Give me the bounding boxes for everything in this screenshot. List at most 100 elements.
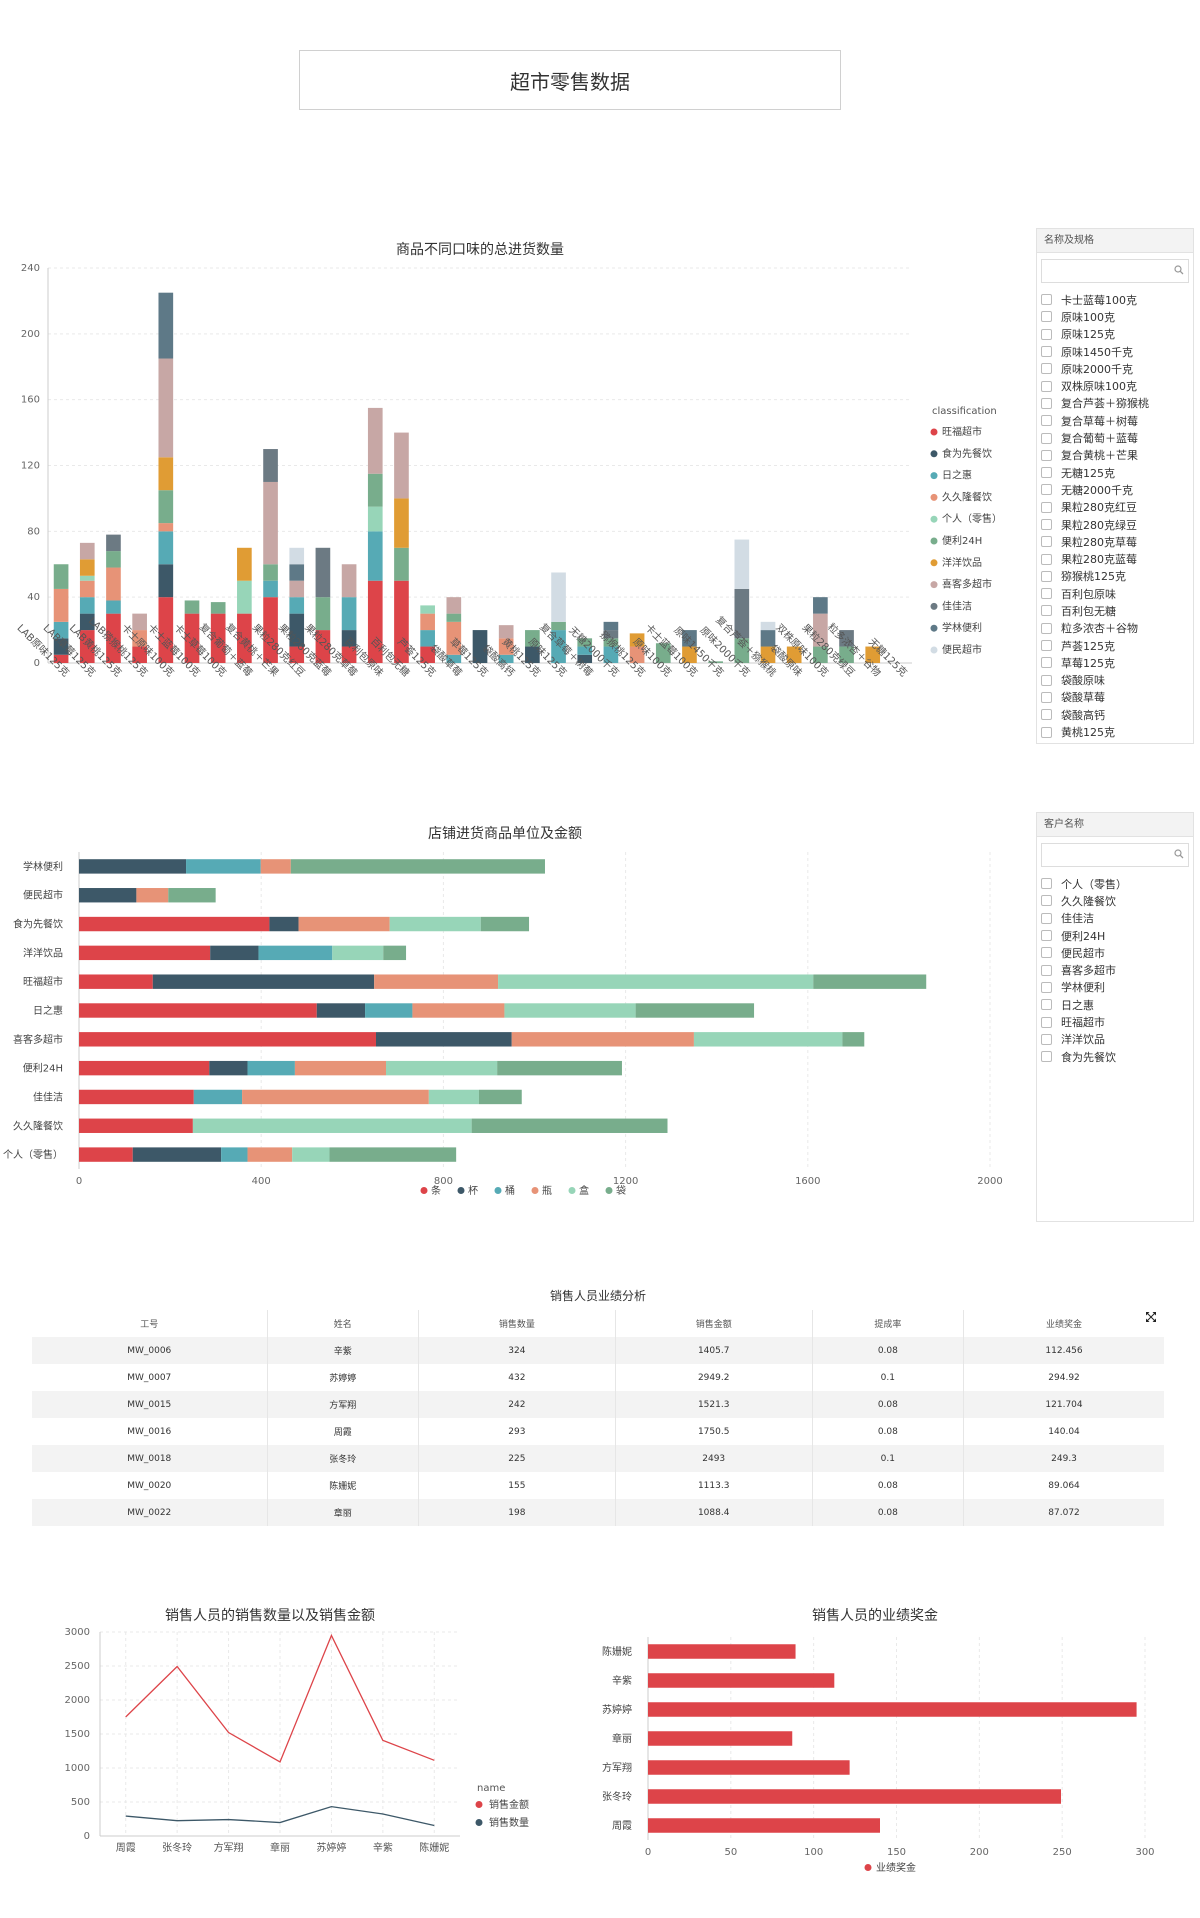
- checkbox[interactable]: [1041, 1033, 1052, 1045]
- customer-search-input[interactable]: [1042, 845, 1188, 868]
- table-cell: 112.456: [1045, 1345, 1083, 1356]
- filter-option[interactable]: 双株原味100克: [1037, 377, 1193, 394]
- checkbox[interactable]: [1041, 536, 1052, 548]
- checkbox[interactable]: [1041, 912, 1052, 924]
- bar-segment: [635, 1003, 755, 1018]
- filter-option[interactable]: 原味100克: [1037, 308, 1193, 325]
- checkbox[interactable]: [1041, 999, 1052, 1011]
- column-header[interactable]: 销售金额: [615, 1310, 813, 1337]
- filter-option[interactable]: 草莓125克: [1037, 654, 1193, 671]
- checkbox[interactable]: [1041, 311, 1052, 323]
- checkbox[interactable]: [1041, 930, 1052, 942]
- bar-segment: [289, 646, 305, 663]
- filter-option[interactable]: 袋酸高钙: [1037, 706, 1193, 723]
- filter-option[interactable]: 果粒280克绿豆: [1037, 516, 1193, 533]
- legend-marker: [930, 515, 938, 523]
- filter-option[interactable]: 学林便利: [1037, 979, 1193, 996]
- filter-option[interactable]: 旺福超市: [1037, 1013, 1193, 1030]
- checkbox[interactable]: [1041, 964, 1052, 976]
- table-cell: 陈姗妮: [267, 1472, 419, 1499]
- filter-option[interactable]: 猕猴桃125克: [1037, 568, 1193, 585]
- filter-option[interactable]: 无糖2000千克: [1037, 481, 1193, 498]
- column-header[interactable]: 提成率: [812, 1310, 965, 1337]
- checkbox[interactable]: [1041, 947, 1052, 959]
- filter-option[interactable]: 粒多浓杏＋谷物: [1037, 620, 1193, 637]
- checkbox[interactable]: [1041, 467, 1052, 479]
- filter-option[interactable]: 果粒280克草莓: [1037, 533, 1193, 550]
- search-icon[interactable]: [1174, 265, 1184, 275]
- checkbox[interactable]: [1041, 449, 1052, 461]
- filter-option[interactable]: 黄桃125克: [1037, 723, 1193, 740]
- column-header[interactable]: 工号: [32, 1310, 268, 1337]
- filter-option[interactable]: 复合草莓＋树莓: [1037, 412, 1193, 429]
- filter-option[interactable]: 百利包原味: [1037, 585, 1193, 602]
- checkbox[interactable]: [1041, 346, 1052, 358]
- filter-option[interactable]: 原味2000千克: [1037, 360, 1193, 377]
- filter-option[interactable]: 复合芦荟＋猕猴桃: [1037, 395, 1193, 412]
- bar-segment: [577, 638, 593, 647]
- checkbox[interactable]: [1041, 622, 1052, 634]
- checkbox[interactable]: [1041, 1016, 1052, 1028]
- filter-option[interactable]: 佳佳洁: [1037, 910, 1193, 927]
- column-header[interactable]: 销售数量: [418, 1310, 616, 1337]
- filter-option[interactable]: 食为先餐饮: [1037, 1048, 1193, 1065]
- filter-option[interactable]: 原味1450千克: [1037, 343, 1193, 360]
- filter-option[interactable]: 喜客多超市: [1037, 961, 1193, 978]
- filter-option[interactable]: 袋酸草莓: [1037, 689, 1193, 706]
- filter-option[interactable]: 久久隆餐饮: [1037, 892, 1193, 909]
- checkbox[interactable]: [1041, 981, 1052, 993]
- filter-option[interactable]: 个人（零售）: [1037, 875, 1193, 892]
- filter-option[interactable]: 原味125克: [1037, 326, 1193, 343]
- checkbox[interactable]: [1041, 553, 1052, 565]
- filter-option[interactable]: 百利包无糖: [1037, 602, 1193, 619]
- filter-option[interactable]: 便利24H: [1037, 927, 1193, 944]
- filter-option[interactable]: 袋酸原味: [1037, 672, 1193, 689]
- checkbox[interactable]: [1041, 588, 1052, 600]
- y-tick-label: 200: [21, 329, 40, 340]
- checkbox[interactable]: [1041, 570, 1052, 582]
- checkbox[interactable]: [1041, 519, 1052, 530]
- filter-option[interactable]: 芦荟125克: [1037, 637, 1193, 654]
- search-icon[interactable]: [1174, 849, 1184, 859]
- checkbox[interactable]: [1041, 657, 1052, 669]
- bar-segment: [158, 564, 174, 598]
- filter-option-label: 食为先餐饮: [1061, 1050, 1116, 1064]
- checkbox[interactable]: [1041, 328, 1052, 340]
- filter-option-label: 学林便利: [1061, 981, 1105, 995]
- checkbox[interactable]: [1041, 674, 1052, 686]
- filter-option[interactable]: 便民超市: [1037, 944, 1193, 961]
- bar-segment: [603, 621, 619, 631]
- checkbox[interactable]: [1041, 605, 1052, 617]
- checkbox[interactable]: [1041, 484, 1052, 496]
- expand-icon[interactable]: [1145, 1311, 1157, 1323]
- checkbox[interactable]: [1041, 294, 1052, 306]
- filter-option[interactable]: 复合黄桃＋芒果: [1037, 447, 1193, 464]
- bar-segment: [132, 1147, 222, 1162]
- checkbox[interactable]: [1041, 501, 1052, 513]
- checkbox[interactable]: [1041, 878, 1052, 890]
- filter-option[interactable]: 洋洋饮品: [1037, 1031, 1193, 1048]
- checkbox[interactable]: [1041, 397, 1052, 409]
- filter-option[interactable]: 果粒280克红豆: [1037, 499, 1193, 516]
- filter-option[interactable]: 日之惠: [1037, 996, 1193, 1013]
- filter-option[interactable]: 卡士蓝莓100克: [1037, 291, 1193, 308]
- filter-option[interactable]: 果粒280克蓝莓: [1037, 550, 1193, 567]
- column-header[interactable]: 业绩奖金: [1046, 1320, 1083, 1330]
- checkbox[interactable]: [1041, 1051, 1052, 1063]
- bar-segment: [386, 1060, 498, 1076]
- checkbox[interactable]: [1041, 363, 1052, 375]
- checkbox[interactable]: [1041, 895, 1052, 907]
- checkbox[interactable]: [1041, 380, 1052, 392]
- filter-option[interactable]: 复合葡萄＋蓝莓: [1037, 429, 1193, 446]
- checkbox[interactable]: [1041, 726, 1052, 738]
- table-cell: 242: [418, 1391, 616, 1418]
- checkbox[interactable]: [1041, 691, 1052, 703]
- flavor-search-input[interactable]: [1042, 261, 1188, 284]
- bar-segment: [79, 1060, 210, 1076]
- checkbox[interactable]: [1041, 709, 1052, 721]
- column-header[interactable]: 姓名: [267, 1310, 419, 1337]
- checkbox[interactable]: [1041, 640, 1052, 652]
- checkbox[interactable]: [1041, 432, 1052, 444]
- filter-option[interactable]: 无糖125克: [1037, 464, 1193, 481]
- checkbox[interactable]: [1041, 415, 1052, 427]
